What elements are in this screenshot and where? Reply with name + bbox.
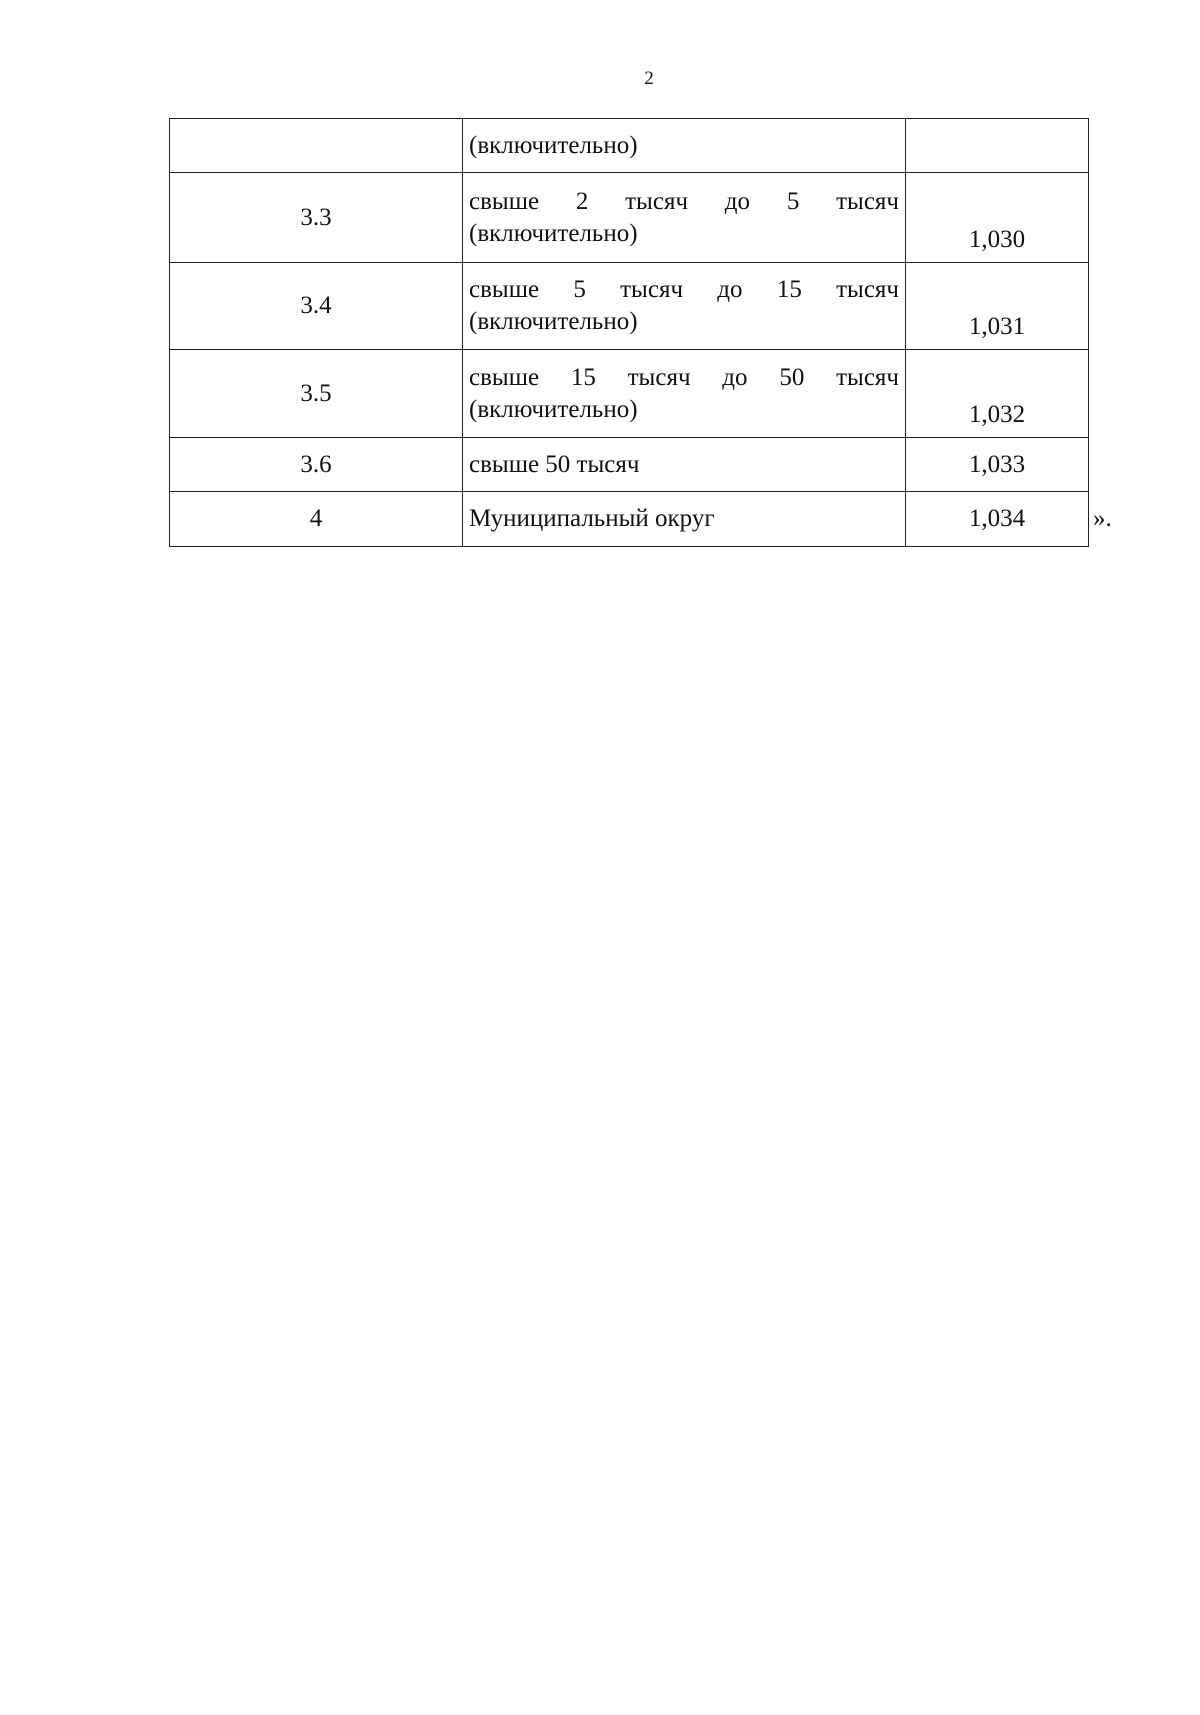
row-value: 1,031 xyxy=(905,262,1089,350)
page-number: 2 xyxy=(644,68,654,89)
coefficient-table: (включительно) 3.3 свыше 2 тысяч до 5 ты… xyxy=(169,118,1089,547)
row-number: 3.3 xyxy=(169,172,463,263)
description-line: свыше 5 тысяч до 15 тысяч xyxy=(469,276,899,303)
row-number: 4 xyxy=(169,491,463,547)
row-description: свыше 15 тысяч до 50 тысяч (включительно) xyxy=(462,349,906,438)
description-line: (включительно) xyxy=(469,308,638,335)
table-row: 4 Муниципальный округ 1,034 xyxy=(169,491,1089,547)
row-value xyxy=(905,118,1089,173)
closing-quote: ». xyxy=(1093,505,1112,532)
row-value: 1,030 xyxy=(905,172,1089,263)
table-row: 3.3 свыше 2 тысяч до 5 тысяч (включительн… xyxy=(169,172,1089,263)
row-value: 1,032 xyxy=(905,349,1089,438)
description-line: (включительно) xyxy=(469,131,638,159)
row-value: 1,034 xyxy=(905,491,1089,547)
table-row: 3.6 свыше 50 тысяч 1,033 xyxy=(169,437,1089,492)
row-description: свыше 5 тысяч до 15 тысяч (включительно) xyxy=(462,262,906,350)
description-line: свыше 2 тысяч до 5 тысяч xyxy=(469,187,899,215)
description-line: (включительно) xyxy=(469,219,638,247)
row-value: 1,033 xyxy=(905,437,1089,492)
row-description: Муниципальный округ xyxy=(462,491,906,547)
row-description: (включительно) xyxy=(462,118,906,173)
row-number: 3.5 xyxy=(169,349,463,438)
description-line: (включительно) xyxy=(469,395,638,423)
table-row: (включительно) xyxy=(169,118,1089,173)
row-number: 3.4 xyxy=(169,262,463,350)
table-row: 3.4 свыше 5 тысяч до 15 тысяч (включитель… xyxy=(169,262,1089,350)
row-description: свыше 2 тысяч до 5 тысяч (включительно) xyxy=(462,172,906,263)
row-number: 3.6 xyxy=(169,437,463,492)
description-line: свыше 15 тысяч до 50 тысяч xyxy=(469,363,899,391)
row-description: свыше 50 тысяч xyxy=(462,437,906,492)
table-row: 3.5 свыше 15 тысяч до 50 тысяч (включител… xyxy=(169,349,1089,438)
row-number xyxy=(169,118,463,173)
